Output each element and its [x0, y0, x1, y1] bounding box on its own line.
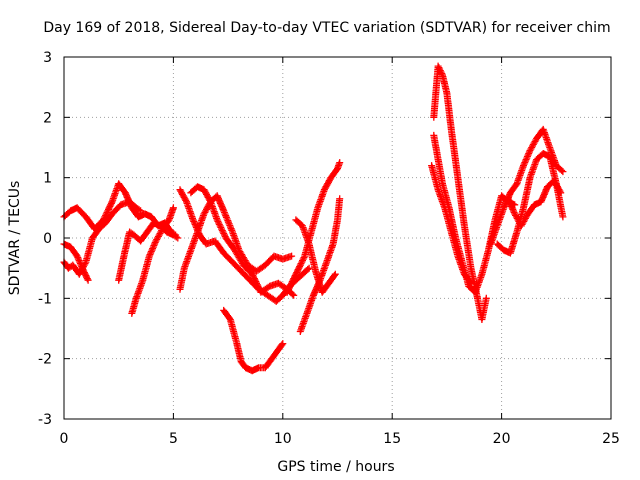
x-tick-label: 20: [493, 431, 511, 447]
series-sat-i: [220, 306, 287, 375]
data-points-sat-h: [187, 183, 298, 299]
data-points-sat-r: [504, 177, 565, 230]
x-tick-label: 10: [274, 431, 292, 447]
x-tick-label: 25: [602, 431, 620, 447]
y-tick-label: -3: [38, 412, 52, 428]
data-points-sat-i: [220, 306, 287, 375]
chart-title: Day 169 of 2018, Sidereal Day-to-day VTE…: [43, 20, 610, 36]
data-points-sat-e: [128, 204, 177, 317]
series-sat-m: [430, 62, 490, 323]
y-tick-label: 0: [43, 231, 52, 247]
data-points-sat-g: [176, 192, 296, 293]
data-points-sat-d: [115, 219, 182, 284]
tick-labels: 0 5 10 15 20 25 -3 -2 -1 0 1 2 3: [38, 50, 620, 447]
series-sat-g: [176, 192, 296, 293]
ticks-layer: [63, 56, 612, 420]
series-sat-l: [292, 216, 339, 296]
x-axis-label: GPS time / hours: [277, 459, 394, 475]
grid-layer: [64, 57, 611, 419]
series-sat-h: [187, 183, 298, 299]
series-sat-o: [428, 162, 475, 287]
y-axis-label: SDTVAR / TECUs: [7, 181, 23, 296]
series-sat-d: [115, 219, 182, 284]
data-points-sat-q: [493, 150, 567, 257]
data-points-sat-j: [283, 159, 344, 296]
data-marks: [60, 62, 567, 375]
series-sat-r: [504, 177, 565, 230]
series-sat-f: [176, 186, 313, 305]
data-points-sat-o: [428, 162, 475, 287]
y-tick-label: 1: [43, 171, 52, 187]
data-points-sat-m: [430, 62, 490, 323]
data-points-sat-k: [296, 195, 344, 335]
y-tick-label: -2: [38, 352, 52, 368]
data-points-sat-p: [487, 125, 567, 248]
series-sat-p: [487, 125, 567, 248]
x-tick-label: 5: [169, 431, 178, 447]
series-sat-q: [493, 150, 567, 257]
data-points-sat-f: [176, 186, 313, 305]
y-tick-label: 3: [43, 50, 52, 66]
data-points-sat-l: [292, 216, 339, 296]
series-sat-k: [296, 195, 344, 335]
x-tick-label: 0: [60, 431, 69, 447]
y-tick-label: 2: [43, 110, 52, 126]
y-tick-label: -1: [38, 291, 52, 307]
series-sat-e: [128, 204, 177, 317]
series-sat-j: [283, 159, 344, 296]
x-tick-label: 15: [383, 431, 401, 447]
